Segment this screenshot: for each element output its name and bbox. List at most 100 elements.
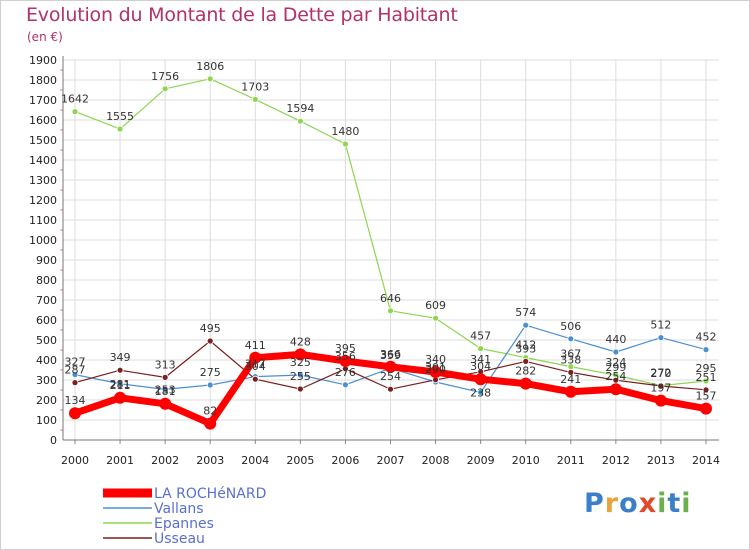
data-label: 253 <box>155 383 176 396</box>
y-tick-label: 700 <box>36 294 57 307</box>
data-label: 452 <box>696 331 717 344</box>
data-point <box>339 355 352 367</box>
data-label: 287 <box>65 364 86 377</box>
data-point <box>161 373 169 381</box>
y-tick-label: 100 <box>36 414 57 427</box>
data-label: 1480 <box>331 125 359 138</box>
data-point <box>564 385 577 398</box>
data-label: 295 <box>696 362 717 375</box>
data-point <box>116 125 124 133</box>
y-tick-label: 200 <box>36 394 57 407</box>
data-point <box>161 85 169 93</box>
y-tick-label: 600 <box>36 314 57 327</box>
data-point <box>206 381 214 389</box>
y-tick-label: 400 <box>36 354 57 367</box>
data-point <box>296 371 304 379</box>
data-point <box>116 366 124 374</box>
data-point <box>159 397 172 410</box>
data-label: 270 <box>650 367 671 380</box>
data-point <box>342 140 349 148</box>
data-label: 211 <box>110 379 131 392</box>
data-point <box>161 385 169 393</box>
data-point <box>206 75 214 83</box>
legend-label: Vallans <box>154 501 204 517</box>
data-label: 251 <box>696 371 717 384</box>
data-label: 349 <box>110 351 131 364</box>
data-point <box>296 117 304 125</box>
data-label: 359 <box>380 349 401 362</box>
data-point <box>204 417 217 430</box>
data-label: 506 <box>560 320 581 333</box>
data-label: 275 <box>200 366 221 379</box>
data-label: 304 <box>245 360 266 373</box>
x-tick-label: 2011 <box>557 454 585 467</box>
y-tick-label: 500 <box>36 334 57 347</box>
x-tick-label: 2009 <box>467 454 495 467</box>
data-label: 440 <box>605 333 626 346</box>
data-label: 134 <box>65 394 86 407</box>
x-tick-label: 2002 <box>151 454 179 467</box>
data-point <box>296 385 304 393</box>
data-point <box>567 335 575 343</box>
data-label: 181 <box>155 385 176 398</box>
proxiti-logo: Proxiti <box>584 488 692 519</box>
data-label: 412 <box>515 339 536 352</box>
x-tick-label: 2004 <box>241 454 269 467</box>
data-point <box>342 381 349 389</box>
x-tick-label: 2007 <box>377 454 405 467</box>
y-tick-label: 1400 <box>29 154 57 167</box>
data-label: 574 <box>515 306 536 319</box>
data-label: 1806 <box>196 60 224 73</box>
data-label: 428 <box>290 335 311 348</box>
x-tick-label: 2014 <box>692 454 720 467</box>
data-point <box>71 371 79 379</box>
data-label: 254 <box>380 370 401 383</box>
data-point <box>251 375 259 383</box>
data-label: 1703 <box>241 80 269 93</box>
grid-lines <box>63 59 719 441</box>
data-label: 646 <box>380 292 401 305</box>
logo-letter-2: r <box>604 488 620 519</box>
x-tick-label: 2012 <box>602 454 630 467</box>
data-label: 1642 <box>61 93 89 106</box>
data-point <box>387 307 394 315</box>
data-point <box>702 377 710 385</box>
data-label: 281 <box>110 378 131 391</box>
y-tick-label: 1800 <box>29 74 57 87</box>
y-tick-label: 300 <box>36 374 57 387</box>
unit-label: (en €) <box>27 30 63 44</box>
data-label: 197 <box>650 382 671 395</box>
data-point <box>387 385 394 393</box>
data-point <box>609 383 622 396</box>
data-label: 609 <box>425 299 446 312</box>
data-point <box>114 391 127 404</box>
data-point <box>206 337 214 345</box>
data-point <box>702 386 710 394</box>
data-point <box>612 348 620 356</box>
data-point <box>657 334 665 342</box>
x-tick-label: 2006 <box>331 454 359 467</box>
data-point <box>519 377 532 390</box>
data-point <box>71 108 79 115</box>
data-point <box>71 379 79 387</box>
y-tick-label: 1900 <box>29 54 57 67</box>
x-tick-label: 2001 <box>106 454 134 467</box>
data-point <box>251 96 259 103</box>
legend-label: Usseau <box>154 531 205 547</box>
logo-letter-3: o <box>619 488 639 519</box>
data-point <box>294 348 307 361</box>
legend-label: Epannes <box>154 516 214 532</box>
data-point <box>474 373 487 386</box>
x-tick-label: 2013 <box>647 454 675 467</box>
chart-title: Evolution du Montant de la Dette par Hab… <box>26 4 458 26</box>
data-label: 325 <box>290 356 311 369</box>
data-label: 324 <box>605 356 626 369</box>
data-label: 457 <box>470 330 491 343</box>
y-tick-label: 1200 <box>29 194 57 207</box>
y-tick-label: 1300 <box>29 174 57 187</box>
data-point <box>702 346 710 354</box>
data-label: 241 <box>560 373 581 386</box>
data-label: 411 <box>245 339 266 352</box>
data-labels: 1642 1555 1756 1806 1703 1594 1480 646 609 457 412… <box>61 60 717 418</box>
